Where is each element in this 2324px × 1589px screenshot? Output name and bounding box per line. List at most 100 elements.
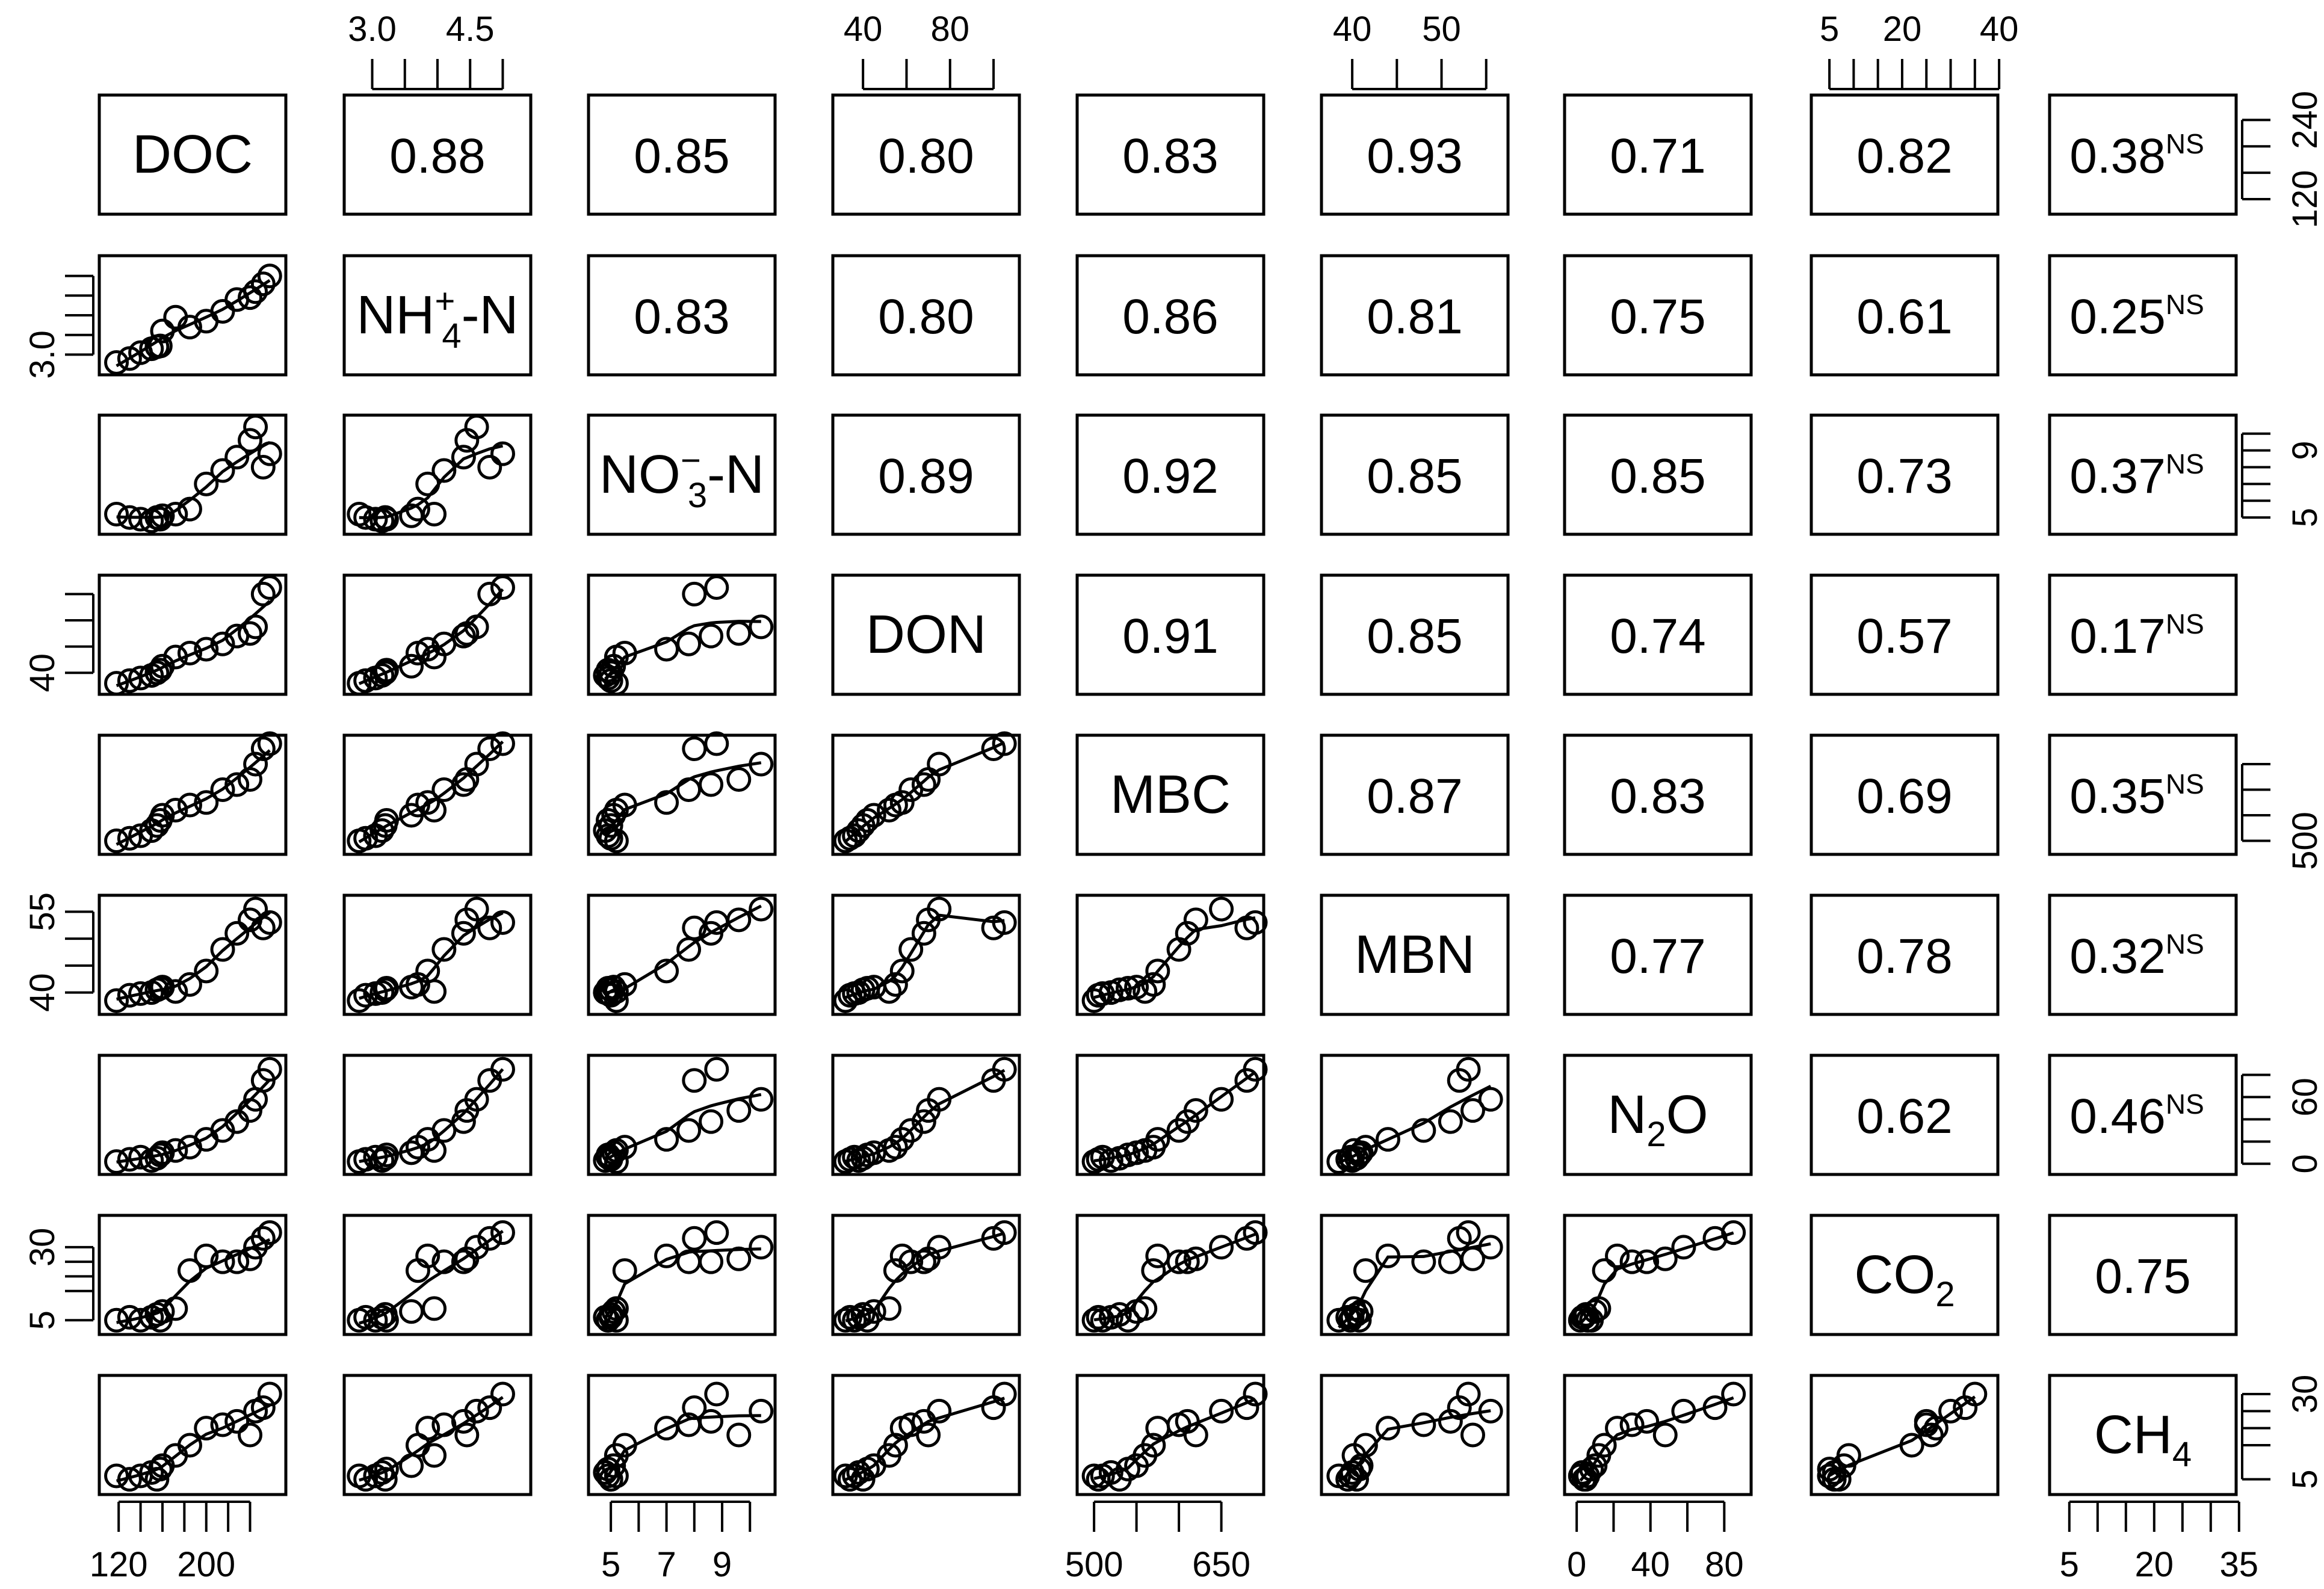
correlation-value: 0.85 — [1367, 449, 1463, 504]
smooth-line — [116, 440, 271, 519]
data-point — [464, 1235, 489, 1260]
data-point — [1605, 1243, 1630, 1268]
correlation-box — [1809, 573, 2000, 696]
not-significant-mark: NS — [2166, 1088, 2204, 1120]
correlation-box — [1809, 893, 2000, 1016]
data-point — [916, 1422, 941, 1448]
correlation-cell: 0.61 — [1809, 254, 2000, 377]
data-point — [749, 1235, 774, 1260]
top-axis: 5 20 40 — [1820, 10, 2018, 90]
correlation-box — [1075, 413, 1266, 536]
correlation-coefficient: 0.85 — [1367, 609, 1463, 664]
variable-name: MBC — [1110, 765, 1231, 825]
correlation-box — [342, 93, 533, 216]
data-point — [612, 972, 637, 997]
correlation-cell: 0.91 — [1075, 573, 1266, 696]
scatter-panel — [587, 1214, 777, 1336]
data-point — [704, 1057, 729, 1082]
data-point — [150, 1299, 175, 1324]
correlation-cell: 0.85 — [1320, 573, 1510, 696]
scatter-panel — [831, 731, 1021, 856]
data-point — [726, 1246, 752, 1271]
data-point — [855, 808, 880, 833]
variable-name-base: MBN — [1355, 925, 1475, 985]
scatter-panel — [342, 1374, 533, 1496]
correlation-box — [2048, 413, 2238, 536]
smooth-line — [116, 749, 271, 846]
variable-name: N2O — [1607, 1085, 1708, 1154]
data-point — [431, 1249, 457, 1274]
scatter-panel — [342, 573, 533, 696]
data-point — [911, 1109, 936, 1134]
data-point — [1209, 1087, 1234, 1112]
data-point — [992, 1381, 1017, 1407]
data-point — [1175, 921, 1200, 946]
data-point — [243, 1235, 268, 1260]
correlation-cell: 0.85 — [587, 93, 777, 216]
correlation-box — [1809, 733, 2000, 856]
correlation-value: 0.89 — [878, 449, 974, 504]
correlation-cell: 0.62 — [1809, 1054, 2000, 1176]
data-point — [150, 503, 175, 528]
variable-name-base: NO — [599, 445, 681, 505]
correlation-box — [831, 413, 1021, 536]
smooth-line — [845, 913, 1005, 999]
correlation-cell: 0.80 — [831, 93, 1021, 216]
scatter-panel — [1075, 893, 1268, 1016]
smooth-line — [1093, 916, 1256, 999]
scatter-panel — [1320, 1214, 1510, 1336]
variable-name-superscript: − — [681, 441, 701, 480]
smooth-line — [605, 904, 762, 995]
variable-name: CO2 — [1854, 1245, 1955, 1314]
scatter-panel — [1075, 1374, 1268, 1496]
scatter-panel — [587, 893, 777, 1016]
data-point — [490, 441, 515, 466]
data-point — [250, 454, 276, 480]
scatter-panel — [587, 573, 777, 696]
correlation-cell: 0.75 — [1563, 254, 1753, 377]
data-point — [374, 658, 399, 683]
smooth-line — [116, 1238, 271, 1324]
correlation-value: 0.32 — [2069, 929, 2166, 984]
correlation-value: 0.74 — [1610, 609, 1706, 664]
data-point — [927, 896, 952, 922]
data-point — [1341, 1296, 1367, 1321]
tick-label: 35 — [2220, 1545, 2259, 1584]
data-point — [422, 1296, 447, 1321]
tick-label: 30 — [23, 1228, 62, 1267]
correlation-cell: 0.35NS — [2048, 733, 2238, 856]
smooth-line — [359, 911, 504, 1000]
scatter-panel — [1320, 1054, 1510, 1176]
data-point — [399, 1299, 424, 1324]
data-point — [431, 937, 457, 962]
right-axis: 5 30 — [2241, 1375, 2324, 1489]
correlation-value: 0.75 — [1610, 289, 1706, 344]
data-point — [877, 1296, 902, 1321]
data-point — [490, 575, 515, 600]
correlation-value: 0.69 — [1856, 769, 1953, 824]
smooth-line — [116, 1078, 271, 1164]
correlation-coefficient: 0.75 — [1610, 289, 1706, 344]
correlation-value: 0.73 — [1856, 449, 1953, 504]
data-point — [257, 731, 282, 756]
smooth-line — [359, 1068, 504, 1163]
correlation-value: 0.38 — [2069, 129, 2166, 184]
scatter-panel — [831, 1054, 1021, 1176]
correlation-box — [1075, 254, 1266, 377]
correlation-value: 0.88 — [389, 129, 486, 184]
correlation-value: 0.57 — [1856, 609, 1953, 664]
correlation-box — [2048, 733, 2238, 856]
tick-label: 4.5 — [446, 10, 495, 49]
tick-label: 40 — [23, 653, 62, 693]
correlation-value: 0.61 — [1856, 289, 1953, 344]
correlation-box — [2048, 254, 2238, 377]
correlation-cell: 0.83 — [587, 254, 777, 377]
tick-label: 120 — [90, 1545, 148, 1584]
correlation-coefficient: 0.77 — [1610, 929, 1706, 984]
correlation-coefficient: 0.37NS — [2069, 448, 2204, 504]
correlation-box — [1075, 93, 1266, 216]
variable-name-base: CH — [2094, 1405, 2172, 1465]
scatter-panel-frame — [1809, 1374, 2000, 1496]
tick-label: 5 — [2060, 1545, 2079, 1584]
tick-label: 650 — [1192, 1545, 1250, 1584]
